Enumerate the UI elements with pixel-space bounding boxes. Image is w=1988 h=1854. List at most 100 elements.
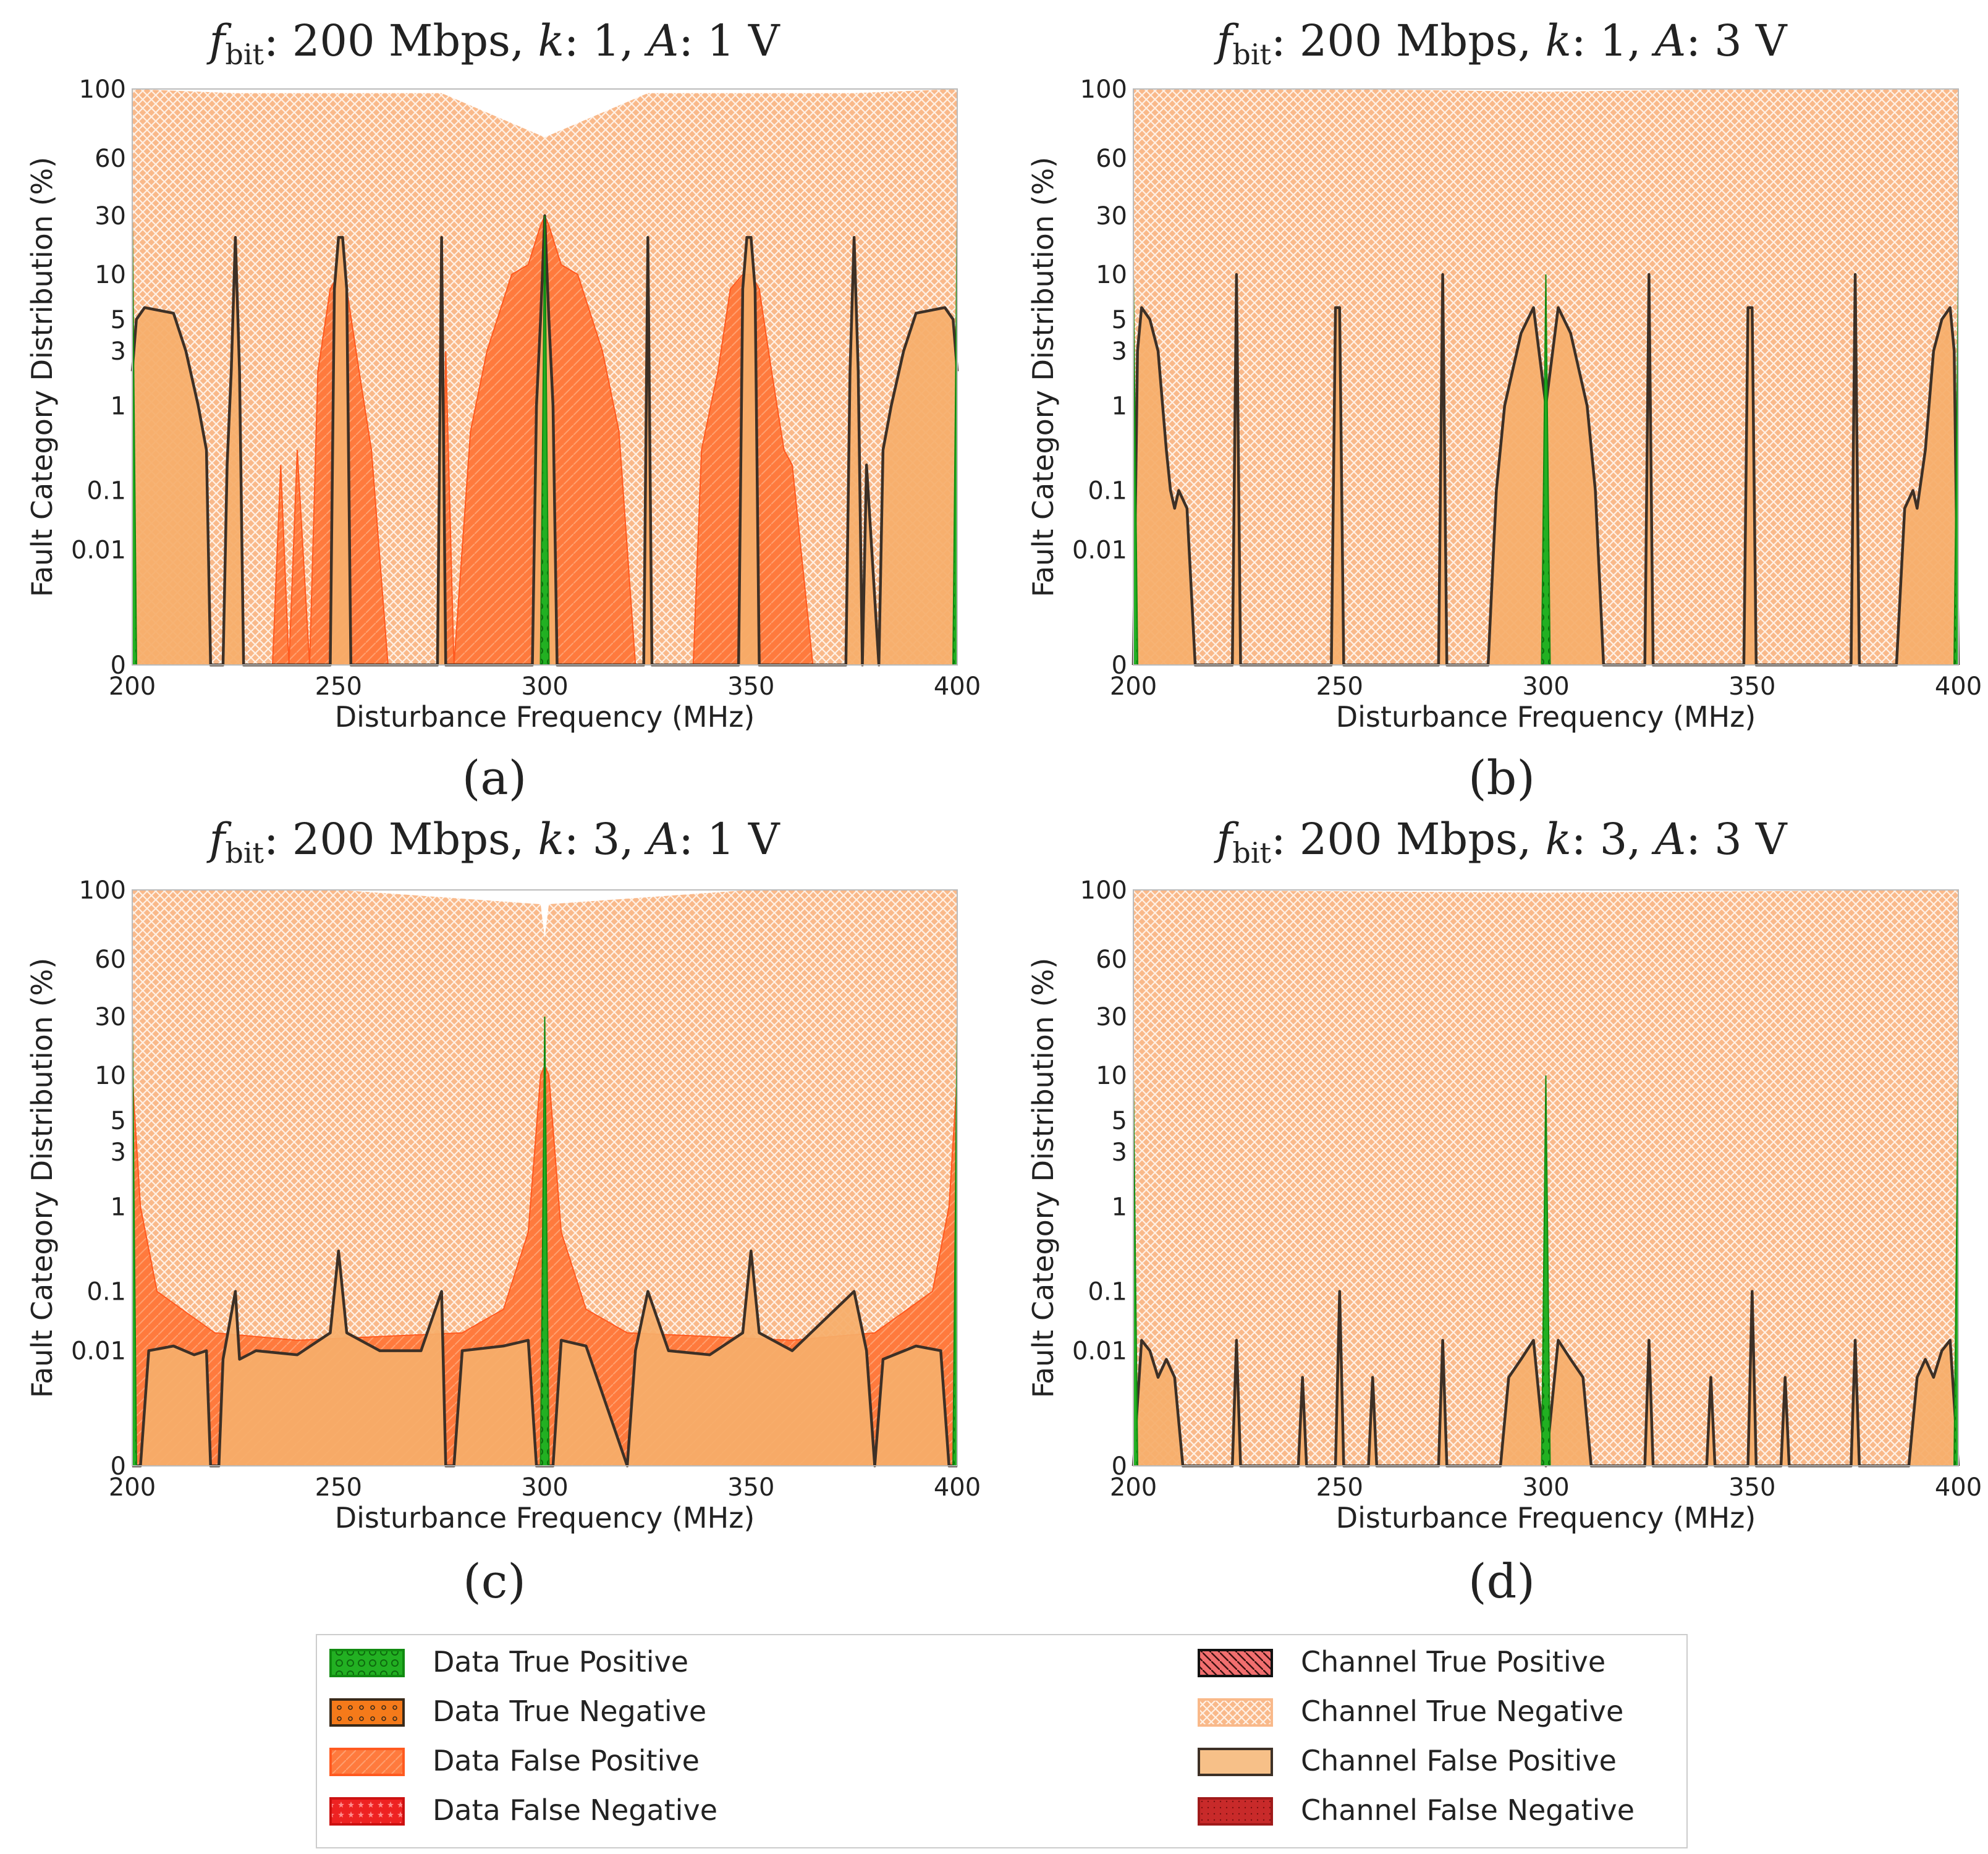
legend-swatch bbox=[1198, 1797, 1273, 1826]
y-axis-label: Fault Category Distribution (%) bbox=[1026, 958, 1060, 1398]
legend-label: Channel True Positive bbox=[1301, 1645, 1605, 1678]
x-tick-label: 250 bbox=[315, 672, 362, 701]
series-channel-false-positive-outline bbox=[132, 1249, 957, 1468]
legend-item-dtn: Data True Negative bbox=[329, 1695, 706, 1728]
x-tick-label: 350 bbox=[727, 1473, 774, 1502]
y-tick-label: 0.01 bbox=[1072, 1337, 1127, 1366]
chart-title: fbit: 200 Mbps, k: 3, A: 1 V bbox=[206, 814, 780, 870]
y-tick-label: 1 bbox=[1112, 392, 1127, 421]
y-tick-label: 10 bbox=[95, 1062, 126, 1090]
series-channel-false-positive-outline bbox=[1131, 273, 1960, 667]
y-tick-label: 1 bbox=[1112, 1193, 1127, 1222]
legend-item-dtp: Data True Positive bbox=[329, 1645, 688, 1678]
y-tick-label: 0 bbox=[111, 1452, 126, 1481]
panel-caption: (c) bbox=[463, 1554, 526, 1609]
plot-frame bbox=[1133, 88, 1959, 666]
x-tick-label: 300 bbox=[1522, 672, 1569, 701]
legend-item-dfn: Data False Negative bbox=[329, 1793, 717, 1827]
y-tick-label: 0.1 bbox=[1088, 1278, 1127, 1306]
y-tick-label: 30 bbox=[95, 202, 126, 231]
legend-swatch bbox=[329, 1698, 405, 1727]
x-axis-label: Disturbance Frequency (MHz) bbox=[335, 1501, 755, 1534]
y-axis-label: Fault Category Distribution (%) bbox=[1026, 157, 1060, 597]
y-tick-label: 5 bbox=[1112, 306, 1127, 334]
y-tick-label: 100 bbox=[1080, 75, 1127, 104]
legend-swatch bbox=[1198, 1698, 1273, 1727]
legend-item-dfp: Data False Positive bbox=[329, 1744, 700, 1777]
y-tick-label: 100 bbox=[79, 75, 126, 104]
x-tick-label: 250 bbox=[1316, 672, 1363, 701]
y-tick-label: 0 bbox=[111, 651, 126, 680]
x-tick-label: 400 bbox=[934, 1473, 981, 1502]
x-tick-label: 300 bbox=[1522, 1473, 1569, 1502]
chart-title: fbit: 200 Mbps, k: 1, A: 3 V bbox=[1213, 15, 1787, 71]
y-tick-label: 1 bbox=[111, 1193, 126, 1222]
x-tick-label: 250 bbox=[1316, 1473, 1363, 1502]
x-tick-label: 400 bbox=[1935, 1473, 1982, 1502]
y-tick-label: 5 bbox=[111, 306, 126, 334]
y-tick-label: 60 bbox=[1096, 145, 1127, 173]
panel-caption: (d) bbox=[1468, 1554, 1535, 1609]
y-tick-label: 30 bbox=[1096, 1003, 1127, 1031]
y-tick-label: 3 bbox=[111, 337, 126, 366]
y-tick-label: 0 bbox=[1112, 651, 1127, 680]
y-tick-label: 0.1 bbox=[87, 1278, 126, 1306]
y-tick-label: 0.01 bbox=[1072, 536, 1127, 565]
series-channel-false-positive-outline bbox=[130, 214, 959, 667]
series-channel-false-positive bbox=[132, 1251, 957, 1466]
chart-panel-b: 0 0.01 0.1 1 3 5 10 30 60 100 200 250 300 350 400 Distu… bbox=[1026, 15, 1982, 805]
y-axis-label: Fault Category Distribution (%) bbox=[25, 157, 59, 597]
legend-label: Data True Positive bbox=[433, 1645, 688, 1678]
chart-title: fbit: 200 Mbps, k: 1, A: 1 V bbox=[206, 15, 780, 71]
legend-box bbox=[316, 1634, 1688, 1848]
x-tick-label: 200 bbox=[109, 1473, 156, 1502]
y-tick-label: 60 bbox=[95, 946, 126, 974]
y-tick-label: 0.01 bbox=[71, 1337, 126, 1366]
x-tick-label: 200 bbox=[109, 672, 156, 701]
y-tick-label: 0.01 bbox=[71, 536, 126, 565]
y-tick-label: 0 bbox=[1112, 1452, 1127, 1481]
legend-item-cfn: Channel False Negative bbox=[1198, 1793, 1635, 1827]
x-axis-label: Disturbance Frequency (MHz) bbox=[1336, 1501, 1756, 1534]
legend-label: Channel True Negative bbox=[1301, 1695, 1623, 1728]
x-tick-label: 350 bbox=[1728, 1473, 1775, 1502]
legend-swatch bbox=[329, 1748, 405, 1776]
y-tick-label: 10 bbox=[95, 261, 126, 289]
y-tick-label: 1 bbox=[111, 392, 126, 421]
y-tick-label: 30 bbox=[95, 1003, 126, 1031]
legend: Data True Positive Data True Negative Data… bbox=[316, 1634, 1688, 1848]
y-tick-label: 10 bbox=[1096, 261, 1127, 289]
legend-item-cfp: Channel False Positive bbox=[1198, 1744, 1617, 1777]
y-tick-label: 3 bbox=[1112, 1138, 1127, 1167]
y-tick-label: 100 bbox=[79, 876, 126, 905]
x-axis-label: Disturbance Frequency (MHz) bbox=[1336, 700, 1756, 734]
legend-label: Data False Negative bbox=[433, 1793, 717, 1827]
legend-item-ctn: Channel True Negative bbox=[1198, 1695, 1623, 1728]
legend-swatch bbox=[1198, 1649, 1273, 1677]
x-tick-label: 400 bbox=[1935, 672, 1982, 701]
legend-label: Channel False Positive bbox=[1301, 1744, 1617, 1777]
chart-panel-d: 0 0.01 0.1 1 3 5 10 30 60 100 200 250 300 350 400 Distu… bbox=[1026, 814, 1982, 1609]
y-tick-label: 5 bbox=[1112, 1107, 1127, 1135]
legend-label: Data False Positive bbox=[433, 1744, 700, 1777]
y-tick-label: 3 bbox=[111, 1138, 126, 1167]
y-tick-label: 100 bbox=[1080, 876, 1127, 905]
y-tick-label: 60 bbox=[1096, 946, 1127, 974]
y-axis-label: Fault Category Distribution (%) bbox=[25, 958, 59, 1398]
panel-caption: (b) bbox=[1468, 750, 1535, 805]
plot-frame bbox=[132, 88, 958, 666]
x-tick-label: 400 bbox=[934, 672, 981, 701]
y-tick-label: 5 bbox=[111, 1107, 126, 1135]
y-tick-label: 10 bbox=[1096, 1062, 1127, 1090]
legend-swatch bbox=[1198, 1748, 1273, 1776]
plot-frame bbox=[1133, 889, 1959, 1467]
legend-label: Channel False Negative bbox=[1301, 1793, 1635, 1827]
panel-caption: (a) bbox=[462, 750, 527, 805]
y-tick-label: 30 bbox=[1096, 202, 1127, 231]
x-tick-label: 300 bbox=[521, 1473, 568, 1502]
legend-item-ctp: Channel True Positive bbox=[1198, 1645, 1605, 1678]
x-axis-label: Disturbance Frequency (MHz) bbox=[335, 700, 755, 734]
plot-frame bbox=[132, 889, 958, 1467]
x-tick-label: 350 bbox=[1728, 672, 1775, 701]
